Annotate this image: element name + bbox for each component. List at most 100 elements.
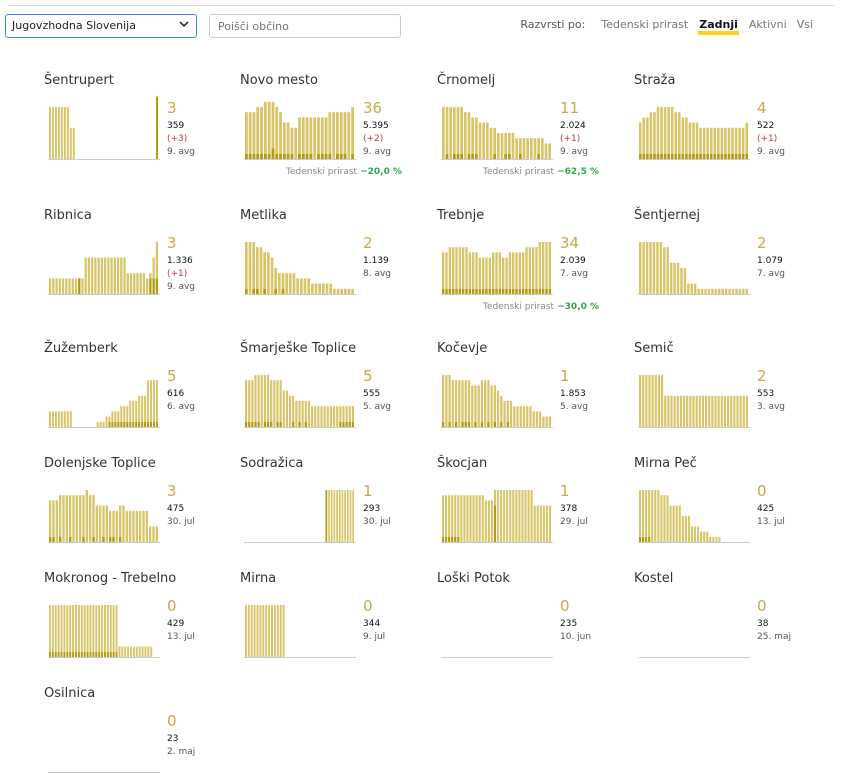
municipality-card[interactable]: Mirna 0 344 9. jul [240, 571, 430, 681]
sparkline-bar [742, 395, 745, 427]
municipality-card[interactable]: Semič 2 553 3. avg [634, 341, 824, 451]
sparkline-bar [94, 257, 97, 294]
sparkline-bar [481, 495, 484, 542]
municipality-card[interactable]: Šentjernej 2 1.079 7. avg [634, 208, 824, 318]
sparkline-bar [535, 411, 539, 427]
sparkline-bar [503, 401, 506, 427]
municipality-card[interactable]: Metlika 2 1.139 8. avg [240, 208, 430, 318]
sparkline-bar [642, 242, 645, 294]
total-cases-value: 425 [757, 504, 775, 514]
sparkline-bar-new [80, 652, 83, 657]
sparkline-bar-new [325, 490, 328, 542]
sparkline-bar [323, 406, 326, 427]
sort-option-all[interactable]: Vsi [796, 18, 813, 31]
municipality-card[interactable]: Novo mesto 36 5.395 (+2) 9. avg Tedenski prir… [240, 73, 430, 183]
total-cases-value: 2.039 [560, 256, 586, 266]
sparkline-bar [667, 395, 670, 427]
sparkline-bar [484, 380, 487, 427]
sparkline-bar [731, 288, 735, 294]
sparkline-bar [59, 495, 62, 542]
municipality-card[interactable]: Žužemberk 5 616 6. avg [44, 341, 234, 451]
sparkline-bar-new [493, 422, 496, 427]
search-input[interactable] [209, 14, 401, 38]
sparkline-bar [349, 490, 352, 542]
sparkline-bar-new [102, 537, 105, 542]
sort-option-latest[interactable]: Zadnji [698, 18, 739, 35]
municipality-name: Šmarješke Toplice [240, 341, 357, 356]
sparkline-bar [455, 247, 458, 294]
municipality-card[interactable]: Škocjan 1 378 29. jul [437, 456, 627, 566]
sparkline-bar-new [279, 154, 282, 159]
sparkline-bar [126, 406, 129, 427]
trend-sparkline [48, 242, 160, 295]
sparkline-bar [738, 288, 742, 294]
municipality-card[interactable]: Kočevje 1 1.853 5. avg [437, 341, 627, 451]
sparkline-bar [533, 138, 537, 159]
municipality-name: Kostel [634, 571, 674, 586]
municipality-card[interactable]: Trebnje 34 2.039 7. avg Tedenski prirast −30,… [437, 208, 627, 318]
sparkline-bar [344, 490, 346, 542]
new-cases-delta: (+2) [363, 134, 384, 144]
sort-option-active[interactable]: Aktivni [748, 18, 787, 31]
municipality-card[interactable]: Šmarješke Toplice 5 555 5. avg [240, 341, 430, 451]
sparkline-bar-new [653, 154, 656, 159]
sparkline-bar-new [336, 154, 339, 159]
sparkline-bar [123, 257, 126, 294]
sparkline-bar-new [248, 422, 251, 427]
new-cases-delta: (+1) [167, 269, 188, 279]
sparkline-bar-new [348, 422, 351, 427]
municipality-card[interactable]: Dolenjske Toplice 3 475 30. jul [44, 456, 234, 566]
sparkline-bar [472, 252, 475, 294]
sparkline-bar-new [54, 652, 57, 657]
sparkline-bar [452, 247, 455, 294]
sparkline-bar-new [448, 289, 451, 294]
sparkline-bar-new [257, 422, 260, 427]
municipality-card[interactable]: Mokronog - Trebelno 0 429 13. jul [44, 571, 234, 681]
municipality-card[interactable]: Straža 4 522 (+1) 9. avg [634, 73, 824, 183]
sparkline-bar [346, 490, 349, 542]
active-cases-value: 36 [363, 99, 383, 117]
sparkline-bar [465, 247, 468, 294]
sparkline-bar-new [263, 422, 266, 427]
sparkline-bar [500, 395, 503, 427]
sparkline-bar [657, 490, 660, 542]
sparkline-bar [92, 605, 95, 657]
sparkline-bar [482, 122, 485, 159]
municipality-card[interactable]: Osilnica 0 23 2. maj [44, 686, 234, 773]
sparkline-bar [150, 380, 153, 427]
total-cases-value: 1.079 [757, 256, 783, 266]
sparkline-bar [69, 127, 72, 159]
sort-option-weekly-growth[interactable]: Tedenski prirast [601, 18, 689, 31]
municipality-card[interactable]: Črnomelj 11 2.024 (+1) 9. avg Tedenski priras… [437, 73, 627, 183]
sparkline-bar-new [480, 422, 484, 427]
municipality-card[interactable]: Šentrupert 3 359 (+3) 9. avg [44, 73, 234, 183]
sparkline-bar [545, 505, 548, 542]
sparkline-bar [313, 117, 317, 159]
sparkline-bar-new [52, 537, 55, 542]
trend-sparkline [441, 242, 553, 295]
sparkline-bar [537, 138, 540, 159]
sparkline-bar [442, 252, 445, 294]
municipality-card[interactable]: Kostel 0 38 25. maj [634, 571, 824, 681]
sparkline-bar [122, 505, 125, 542]
sparkline-bar [57, 107, 60, 159]
sparkline-bar-new [548, 289, 551, 294]
sparkline-bar-new [109, 537, 112, 542]
sparkline-bar-new [485, 289, 488, 294]
municipality-card[interactable]: Loški Potok 0 235 10. jun [437, 571, 627, 681]
sparkline-bar-new [642, 537, 645, 542]
region-select[interactable]: Jugovzhodna Slovenija [5, 14, 197, 38]
municipality-card[interactable]: Ribnica 3 1.336 (+1) 9. avg [44, 208, 234, 318]
municipality-card[interactable]: Sodražica 1 293 30. jul [240, 456, 430, 566]
sparkline-bar [49, 500, 52, 542]
sparkline-bar [60, 107, 63, 159]
municipality-card[interactable]: Mirna Peč 0 425 13. jul [634, 456, 824, 566]
sparkline-bar [680, 268, 683, 294]
total-cases-value: 293 [363, 504, 381, 514]
sparkline-bar [324, 117, 328, 159]
sparkline-bar [92, 495, 95, 542]
sparkline-bar [463, 495, 466, 542]
sparkline-bar [539, 411, 542, 427]
municipality-name: Osilnica [44, 686, 96, 701]
sparkline-bar-new [645, 537, 648, 542]
